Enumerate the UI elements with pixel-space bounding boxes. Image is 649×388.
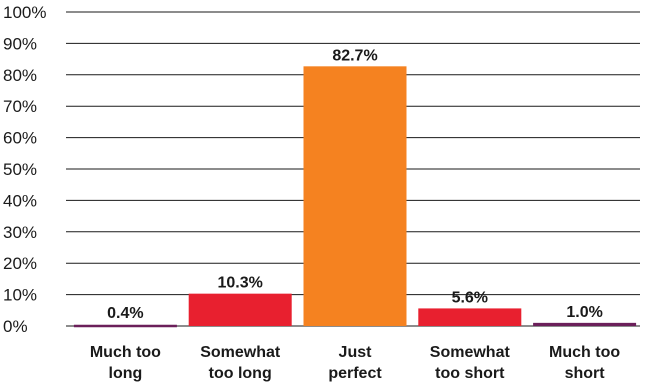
y-tick-label-0: 0% <box>3 317 28 336</box>
bar-1 <box>188 293 292 326</box>
data-label-1: 10.3% <box>218 275 263 292</box>
category-label-1: Somewhat too long <box>200 344 281 382</box>
y-tick-label-10: 10% <box>3 286 37 305</box>
y-tick-label-30: 30% <box>3 223 37 242</box>
y-tick-label-40: 40% <box>3 191 37 210</box>
category-label-2: Just perfect <box>328 344 382 382</box>
y-tick-label-80: 80% <box>3 66 37 85</box>
y-tick-label-60: 60% <box>3 129 37 148</box>
data-label-4: 1.0% <box>566 304 602 321</box>
y-axis-ticks: 0% 10% 20% 30% 40% 50% 60% 70% 80% 90% 100% <box>3 3 46 336</box>
category-label-0: Much too long <box>90 344 161 382</box>
bar-4 <box>533 322 637 326</box>
category-label-4: Much too short <box>549 344 620 382</box>
y-tick-label-100: 100% <box>3 3 46 22</box>
y-tick-label-50: 50% <box>3 160 37 179</box>
bar-0 <box>73 324 177 328</box>
bar-3 <box>418 308 522 326</box>
bar-2 <box>303 66 407 327</box>
data-label-3: 5.6% <box>452 289 488 306</box>
data-label-0: 0.4% <box>107 305 143 322</box>
y-tick-label-90: 90% <box>3 34 37 53</box>
category-labels: Much too long Somewhat too long Just perfect S… <box>90 344 621 382</box>
y-tick-label-20: 20% <box>3 254 37 273</box>
y-tick-label-70: 70% <box>3 97 37 116</box>
data-labels: 0.4% 10.3% 82.7% 5.6% 1.0% <box>107 47 603 322</box>
bars <box>73 66 637 328</box>
category-label-3: Somewhat too short <box>430 344 511 382</box>
data-label-2: 82.7% <box>332 47 377 64</box>
